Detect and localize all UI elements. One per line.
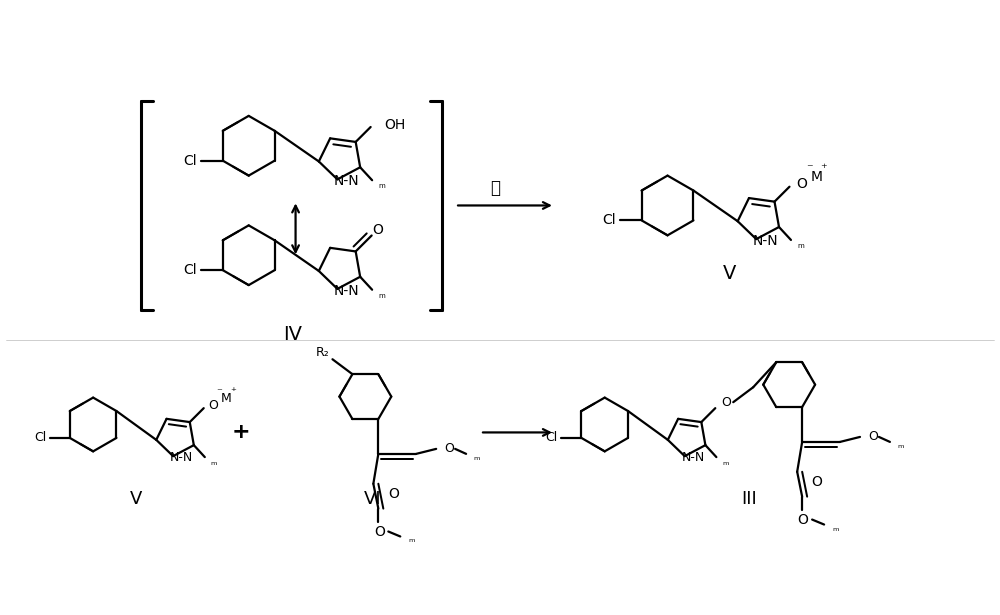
Text: N-N: N-N <box>334 174 360 188</box>
Text: ⁺: ⁺ <box>820 162 827 175</box>
Text: R₂: R₂ <box>316 346 329 359</box>
Text: IV: IV <box>283 325 302 344</box>
Text: ⁻: ⁻ <box>806 162 813 175</box>
Text: O: O <box>372 223 383 237</box>
Text: Cl: Cl <box>602 213 616 228</box>
Text: M: M <box>810 170 822 184</box>
Text: ₘ: ₘ <box>378 290 385 300</box>
Text: III: III <box>741 490 757 508</box>
Text: ₘ: ₘ <box>211 457 217 467</box>
Text: ₘ: ₘ <box>797 240 804 250</box>
Text: O: O <box>798 512 809 526</box>
Text: ₘ: ₘ <box>473 452 479 462</box>
Text: O: O <box>812 475 823 489</box>
Text: Cl: Cl <box>545 431 558 445</box>
Text: O: O <box>374 525 385 539</box>
Text: O: O <box>868 430 878 443</box>
Text: +: + <box>231 423 250 442</box>
Text: O: O <box>209 399 219 411</box>
Text: Cl: Cl <box>34 431 46 445</box>
Text: N-N: N-N <box>753 234 778 248</box>
Text: ₘ: ₘ <box>408 534 415 544</box>
Text: ₘ: ₘ <box>897 440 903 450</box>
Text: O: O <box>444 442 454 455</box>
Text: ₘ: ₘ <box>722 457 729 467</box>
Text: O: O <box>796 177 807 191</box>
Text: N-N: N-N <box>681 451 705 464</box>
Text: N-N: N-N <box>170 451 193 464</box>
Text: ⁻: ⁻ <box>217 387 223 397</box>
Text: ₘ: ₘ <box>832 523 838 533</box>
Text: OH: OH <box>385 118 406 132</box>
Text: ₘ: ₘ <box>378 180 385 190</box>
Text: O: O <box>721 395 731 409</box>
Text: O: O <box>388 486 399 501</box>
Text: ⁺: ⁺ <box>231 387 237 397</box>
Text: Cl: Cl <box>183 154 197 168</box>
Text: V: V <box>130 490 142 508</box>
Text: 碱: 碱 <box>490 178 500 197</box>
Text: VI: VI <box>364 490 381 508</box>
Text: N-N: N-N <box>334 284 360 298</box>
Text: V: V <box>723 264 736 283</box>
Text: Cl: Cl <box>183 263 197 277</box>
Text: M: M <box>221 392 231 405</box>
